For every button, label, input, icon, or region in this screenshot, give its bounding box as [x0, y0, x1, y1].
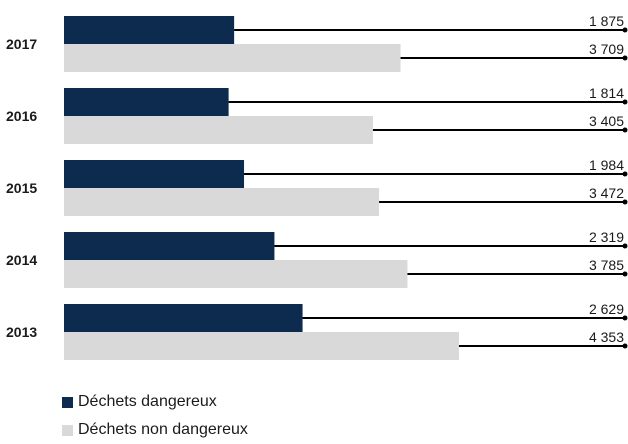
value-label-dangerous-2016: 1 814	[589, 85, 624, 101]
year-label-2013: 2013	[6, 324, 37, 340]
leader-dot-non-dangerous-2014	[622, 271, 628, 277]
value-label-dangerous-2015: 1 984	[589, 157, 624, 173]
leader-dot-dangerous-2016	[622, 99, 628, 105]
leader-dot-dangerous-2014	[622, 243, 628, 249]
legend-item-dangerous: Déchets dangereux	[62, 388, 248, 416]
bar-dangerous-2013	[64, 304, 303, 332]
leader-dot-non-dangerous-2013	[622, 343, 628, 349]
bar-non-dangerous-2017	[64, 44, 401, 72]
value-label-non-dangerous-2016: 3 405	[589, 113, 624, 129]
leader-dot-non-dangerous-2015	[622, 199, 628, 205]
legend: Déchets dangereux Déchets non dangereux	[62, 388, 248, 444]
bar-non-dangerous-2015	[64, 188, 380, 216]
value-label-non-dangerous-2013: 4 353	[589, 329, 624, 345]
year-label-2017: 2017	[6, 36, 37, 52]
bar-non-dangerous-2016	[64, 116, 373, 144]
leader-dot-non-dangerous-2016	[622, 127, 628, 133]
value-label-non-dangerous-2014: 3 785	[589, 257, 624, 273]
leader-dot-dangerous-2017	[622, 27, 628, 33]
leader-dot-dangerous-2015	[622, 171, 628, 177]
bar-dangerous-2014	[64, 232, 275, 260]
bar-dangerous-2017	[64, 16, 235, 44]
legend-label-dangerous: Déchets dangereux	[78, 393, 217, 410]
value-label-dangerous-2013: 2 629	[589, 301, 624, 317]
value-label-non-dangerous-2017: 3 709	[589, 41, 624, 57]
legend-item-non-dangerous: Déchets non dangereux	[62, 416, 248, 444]
waste-bar-chart: 2017 1 875 3 709 2016 1 814 3 405 2015 1 984 3 4…	[6, 13, 628, 360]
bar-dangerous-2016	[64, 88, 229, 116]
year-label-2016: 2016	[6, 108, 37, 124]
leader-dot-dangerous-2013	[622, 315, 628, 321]
year-label-2015: 2015	[6, 180, 37, 196]
value-label-dangerous-2014: 2 319	[589, 229, 624, 245]
value-label-dangerous-2017: 1 875	[589, 13, 624, 29]
legend-swatch-dangerous	[62, 396, 73, 408]
value-label-non-dangerous-2015: 3 472	[589, 185, 624, 201]
bar-non-dangerous-2014	[64, 260, 408, 288]
legend-label-non-dangerous: Déchets non dangereux	[78, 421, 248, 438]
leader-dot-non-dangerous-2017	[622, 55, 628, 61]
year-label-2014: 2014	[6, 252, 37, 268]
bar-dangerous-2015	[64, 160, 245, 188]
bar-non-dangerous-2013	[64, 332, 459, 360]
legend-swatch-non-dangerous	[62, 424, 73, 436]
